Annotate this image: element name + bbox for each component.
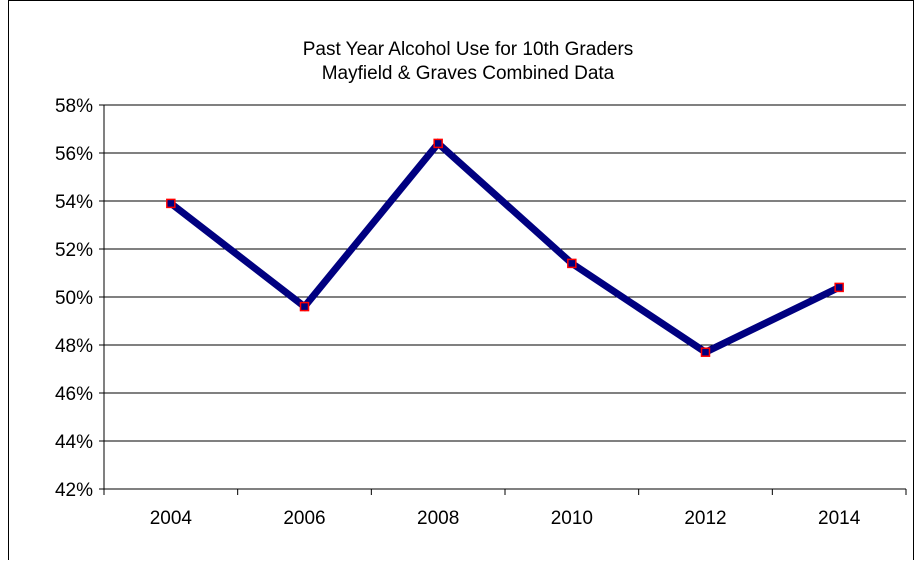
data-point bbox=[834, 282, 844, 293]
x-tick-label: 2004 bbox=[150, 508, 193, 529]
data-point bbox=[700, 347, 711, 357]
y-tick-label: 58% bbox=[55, 96, 93, 117]
x-tick-label: 2014 bbox=[818, 508, 861, 529]
y-tick-label: 46% bbox=[55, 384, 93, 405]
y-tick-labels: 42% 44% 46% 48% 50% 52% 54% 56% 58% bbox=[55, 96, 93, 501]
chart-frame bbox=[8, 0, 914, 560]
data-point bbox=[567, 258, 577, 269]
y-tick-label: 56% bbox=[55, 144, 93, 165]
chart-title: Past Year Alcohol Use for 10th Graders bbox=[303, 39, 634, 60]
x-tick-label: 2008 bbox=[417, 508, 459, 529]
data-point bbox=[299, 301, 310, 312]
grid-lines bbox=[104, 104, 906, 442]
axes bbox=[99, 104, 907, 495]
y-tick-label: 48% bbox=[55, 336, 93, 357]
x-tick-label: 2006 bbox=[283, 508, 325, 529]
y-tick-label: 42% bbox=[55, 480, 93, 501]
x-tick-label: 2010 bbox=[551, 508, 593, 529]
y-tick-label: 44% bbox=[55, 432, 93, 453]
x-tick-label: 2012 bbox=[684, 508, 726, 529]
y-tick-label: 50% bbox=[55, 288, 93, 309]
y-tick-label: 54% bbox=[55, 192, 93, 213]
x-tick-labels: 2004 2006 2008 2010 2012 2014 bbox=[150, 508, 861, 529]
y-tick-label: 52% bbox=[55, 240, 93, 261]
data-point bbox=[166, 198, 176, 209]
chart-subtitle: Mayfield & Graves Combined Data bbox=[322, 63, 615, 84]
series-line bbox=[168, 138, 841, 357]
data-point bbox=[433, 138, 443, 149]
series bbox=[166, 138, 844, 357]
